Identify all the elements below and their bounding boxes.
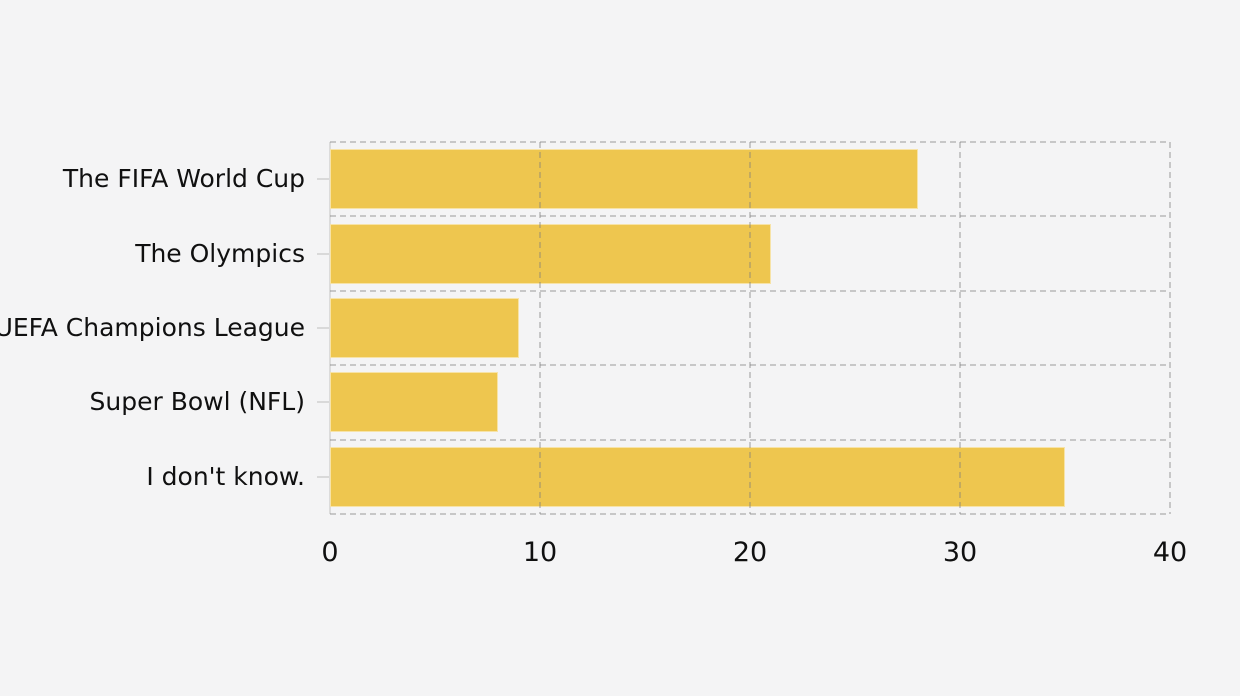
category-label: Super Bowl (NFL) bbox=[89, 387, 306, 417]
bar bbox=[330, 223, 771, 284]
y-axis-tick bbox=[317, 178, 329, 181]
x-tick-label: 20 bbox=[732, 537, 768, 568]
x-tick-label: 0 bbox=[321, 537, 339, 568]
bar bbox=[330, 298, 519, 358]
category-label: UEFA Champions League bbox=[0, 313, 305, 342]
bar bbox=[330, 149, 918, 210]
horizontal-gridline bbox=[330, 438, 1170, 441]
x-tick-label: 30 bbox=[942, 537, 978, 568]
x-tick-label: 10 bbox=[522, 537, 558, 568]
vertical-gridline bbox=[1169, 142, 1171, 514]
y-axis-tick bbox=[317, 475, 329, 478]
bar bbox=[330, 446, 1065, 507]
y-axis-tick bbox=[317, 327, 329, 329]
y-axis-tick bbox=[317, 401, 329, 404]
x-tick-label: 40 bbox=[1152, 537, 1188, 568]
horizontal-gridline bbox=[330, 215, 1170, 218]
horizontal-gridline bbox=[330, 141, 1170, 143]
category-label: I don't know. bbox=[146, 461, 305, 491]
horizontal-gridline bbox=[330, 289, 1170, 292]
plot-area bbox=[317, 141, 1171, 515]
bar bbox=[330, 372, 498, 433]
category-label: The Olympics bbox=[135, 238, 305, 268]
horizontal-gridline bbox=[330, 513, 1170, 515]
y-axis-tick bbox=[317, 252, 329, 255]
category-label: The FIFA World Cup bbox=[62, 164, 305, 194]
horizontal-gridline bbox=[330, 364, 1170, 367]
